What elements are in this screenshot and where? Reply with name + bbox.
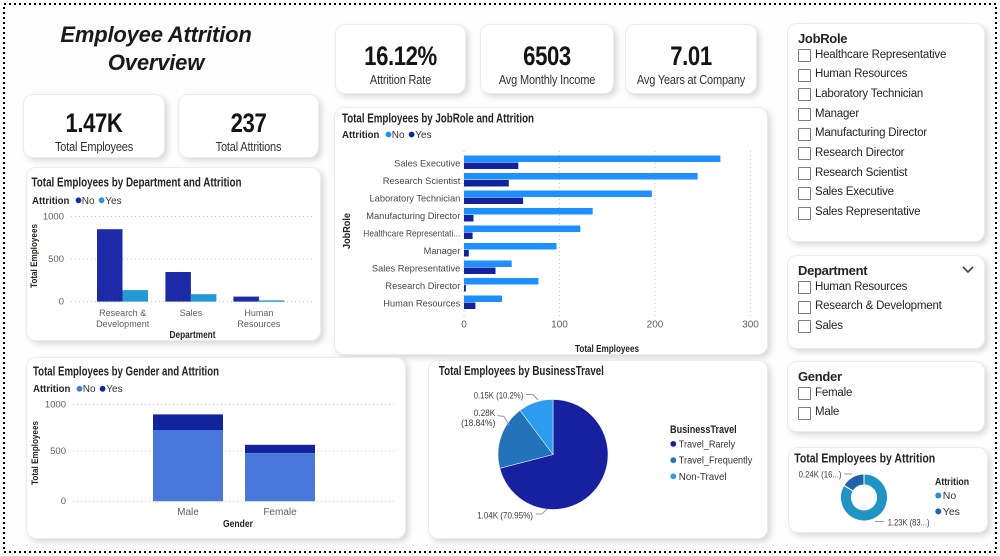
svg-text:100: 100	[551, 320, 568, 331]
svg-text:Department: Department	[170, 330, 217, 340]
svg-text:Attrition: Attrition	[342, 130, 379, 141]
svg-text:500: 500	[48, 254, 64, 265]
svg-text:Yes: Yes	[106, 384, 122, 395]
svg-text:Yes: Yes	[415, 130, 431, 141]
svg-text:No: No	[82, 196, 95, 207]
svg-text:1000: 1000	[43, 212, 64, 223]
svg-text:Non-Travel: Non-Travel	[679, 471, 727, 483]
svg-text:Manufacturing Director: Manufacturing Director	[366, 211, 460, 221]
svg-text:Research Scientist: Research Scientist	[383, 176, 461, 186]
svg-text:JobRole: JobRole	[342, 213, 353, 249]
svg-text:200: 200	[647, 320, 664, 331]
svg-text:Total Employees: Total Employees	[575, 344, 639, 354]
svg-text:1000: 1000	[45, 400, 66, 411]
svg-text:Gender: Gender	[223, 519, 253, 530]
svg-text:300: 300	[742, 320, 759, 331]
svg-text:No: No	[392, 130, 405, 141]
svg-text:Total Employees: Total Employees	[29, 224, 40, 288]
svg-text:Human: Human	[244, 308, 273, 318]
svg-text:Attrition: Attrition	[32, 196, 69, 207]
svg-text:1.23K (83...): 1.23K (83...)	[888, 518, 930, 529]
svg-text:No: No	[943, 490, 957, 502]
svg-text:Sales Representative: Sales Representative	[372, 264, 460, 274]
svg-text:0.24K (16...): 0.24K (16...)	[799, 469, 842, 480]
svg-text:Male: Male	[177, 507, 199, 518]
svg-text:Total Employees by Attrition: Total Employees by Attrition	[794, 451, 935, 465]
svg-text:Manager: Manager	[424, 246, 461, 256]
svg-text:Attrition: Attrition	[33, 384, 70, 395]
svg-text:0.15K (10.2%): 0.15K (10.2%)	[474, 391, 524, 402]
svg-text:Female: Female	[263, 507, 297, 518]
svg-text:Research Director: Research Director	[385, 281, 460, 291]
svg-text:Development: Development	[96, 319, 150, 329]
svg-text:Total Employees by JobRole and: Total Employees by JobRole and Attrition	[342, 112, 534, 126]
svg-text:Travel_Rarely: Travel_Rarely	[679, 438, 736, 450]
svg-text:Total Employees by Gender and: Total Employees by Gender and Attrition	[33, 364, 219, 378]
svg-text:BusinessTravel: BusinessTravel	[670, 424, 737, 436]
svg-text:0: 0	[61, 496, 66, 507]
svg-text:No: No	[83, 384, 96, 395]
svg-text:Total Employees: Total Employees	[30, 421, 41, 485]
svg-text:Total Employees by BusinessTra: Total Employees by BusinessTravel	[439, 364, 604, 378]
svg-text:Travel_Frequently: Travel_Frequently	[679, 455, 753, 467]
svg-text:500: 500	[50, 446, 66, 457]
svg-text:Research &: Research &	[99, 308, 146, 318]
svg-text:Yes: Yes	[105, 196, 121, 207]
svg-text:(18.84%): (18.84%)	[461, 418, 495, 429]
svg-text:Yes: Yes	[943, 506, 960, 518]
svg-text:Resources: Resources	[237, 319, 281, 329]
svg-text:Attrition: Attrition	[935, 476, 969, 488]
svg-text:0: 0	[461, 320, 467, 331]
svg-text:Healthcare Representati...: Healthcare Representati...	[363, 229, 460, 239]
svg-text:Human Resources: Human Resources	[383, 299, 460, 309]
svg-text:Sales Executive: Sales Executive	[394, 159, 460, 169]
svg-text:Sales: Sales	[180, 308, 203, 318]
svg-text:Laboratory Technician: Laboratory Technician	[370, 194, 461, 204]
svg-text:Total Employees by Department: Total Employees by Department and Attrit…	[32, 176, 242, 190]
svg-text:1.04K (70.95%): 1.04K (70.95%)	[477, 510, 533, 521]
svg-text:0: 0	[59, 297, 64, 308]
